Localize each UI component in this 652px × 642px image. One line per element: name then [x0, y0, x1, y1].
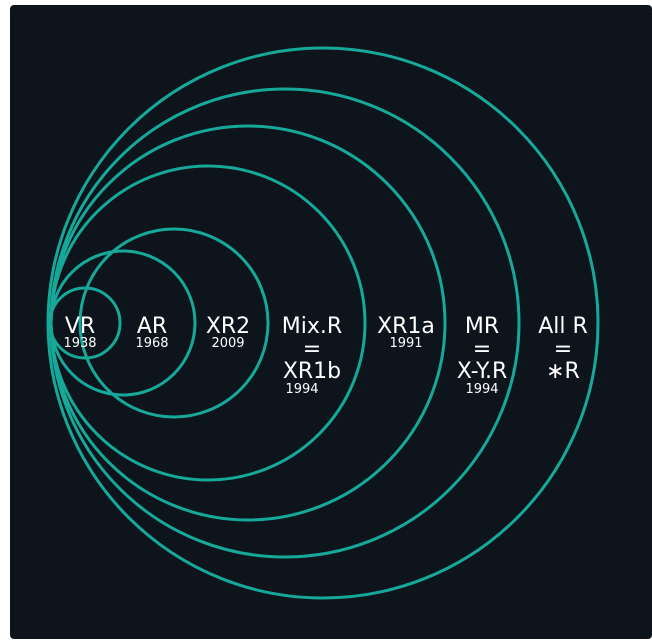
- nested-reality-diagram: VR 1938 AR 1968 XR2 2009 Mix.R = XR1b 19…: [10, 5, 652, 639]
- mixr-alt-label: XR1b: [283, 359, 341, 384]
- rings-group: [46, 46, 600, 600]
- mixr-equals: =: [303, 337, 321, 362]
- xr1a-label: XR1a: [377, 314, 435, 339]
- ring-xr2: [78, 227, 270, 419]
- ring-vr: [48, 286, 122, 360]
- mr-alt-label: X-Y.R: [457, 359, 508, 384]
- mixr-year: 1994: [285, 382, 318, 397]
- ring-all-r: [46, 46, 600, 600]
- vr-label: VR: [65, 314, 95, 339]
- vr-year: 1938: [63, 336, 96, 351]
- ar-year: 1968: [135, 336, 168, 351]
- allr-alt-label: ∗R: [546, 359, 580, 384]
- ar-label: AR: [137, 314, 167, 339]
- xr2-label: XR2: [206, 314, 250, 339]
- mr-year: 1994: [465, 382, 498, 397]
- labels-group: VR 1938 AR 1968 XR2 2009 Mix.R = XR1b 19…: [63, 314, 587, 397]
- mr-label: MR: [465, 314, 499, 339]
- mr-equals: =: [473, 337, 491, 362]
- diagram-background: [10, 5, 652, 639]
- allr-label: All R: [538, 314, 588, 339]
- allr-equals: =: [554, 337, 572, 362]
- diagram-panel: VR 1938 AR 1968 XR2 2009 Mix.R = XR1b 19…: [10, 5, 652, 639]
- mixr-label: Mix.R: [282, 314, 342, 339]
- xr1a-year: 1991: [389, 336, 422, 351]
- xr2-year: 2009: [211, 336, 244, 351]
